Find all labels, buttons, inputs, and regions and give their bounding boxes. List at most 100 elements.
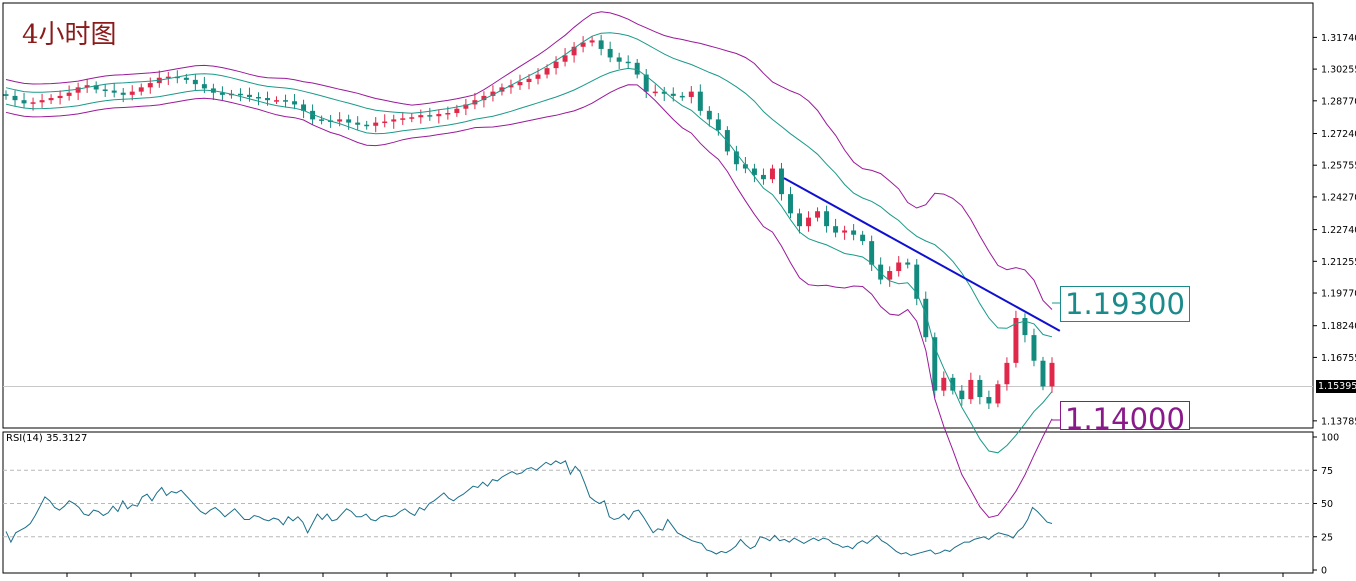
candle-body: [292, 101, 298, 105]
candle-body: [138, 87, 144, 92]
candle-body: [661, 91, 667, 94]
candle-body: [219, 92, 225, 95]
price-tick-label: 1.27240: [1321, 129, 1356, 140]
candle-body: [742, 164, 748, 169]
candle-body: [355, 122, 361, 125]
price-tick-label: 1.13785: [1321, 416, 1356, 427]
candle-body: [869, 241, 875, 265]
candle-body: [84, 85, 90, 88]
candle-body: [553, 61, 559, 69]
candle-body: [670, 93, 676, 96]
candle-body: [977, 379, 983, 398]
rsi-tick-label: 75: [1321, 466, 1333, 477]
candle-body: [48, 98, 54, 101]
candle-body: [391, 119, 397, 122]
candle-body: [941, 377, 947, 391]
price-tick-label: 1.19770: [1321, 289, 1356, 300]
outer-upper-band: [5, 11, 1053, 310]
candle-body: [346, 119, 352, 123]
candle-body: [643, 74, 649, 92]
price-tick-label: 1.16755: [1321, 353, 1356, 364]
candle-body: [697, 91, 703, 111]
candle-body: [1013, 318, 1019, 363]
candle-body: [851, 230, 857, 235]
candle-body: [652, 91, 658, 94]
rsi-tick-label: 50: [1321, 499, 1333, 510]
candle-body: [3, 94, 9, 96]
candle-body: [427, 115, 433, 117]
candle-body: [66, 92, 72, 96]
candle-body: [968, 379, 974, 400]
rsi-tick-label: 0: [1321, 566, 1327, 577]
candle-body: [463, 104, 469, 109]
candle-body: [192, 79, 198, 85]
candle-body: [256, 96, 261, 99]
price-tick-label: 1.28770: [1321, 96, 1356, 107]
candle-body: [923, 298, 929, 338]
outer-lower-band: [5, 84, 1053, 519]
chart-title: 4小时图: [22, 20, 117, 50]
candle-body: [1004, 362, 1010, 385]
candle-body: [129, 91, 135, 95]
candle-body: [400, 118, 406, 120]
price-tick-label: 1.24270: [1321, 192, 1356, 203]
candle-body: [337, 119, 343, 122]
rsi-tick-label: 100: [1321, 433, 1339, 444]
candle-body: [607, 48, 613, 58]
candle-body: [571, 46, 577, 56]
candle-body: [986, 397, 992, 404]
candle-body: [364, 124, 370, 127]
upper-target-callout: 1.19300: [1060, 286, 1190, 322]
price-tick-label: 1.21255: [1321, 257, 1356, 268]
candle-body: [887, 271, 893, 280]
candle-body: [490, 91, 496, 96]
candle-body: [12, 95, 18, 101]
lower-target-callout: 1.14000: [1060, 401, 1190, 430]
price-tick-label: 1.31740: [1321, 33, 1356, 44]
candle-body: [914, 264, 920, 299]
candle-body: [283, 100, 289, 102]
price-tick-label: 1.22740: [1321, 225, 1356, 236]
candle-body: [30, 102, 36, 104]
candle-body: [57, 95, 63, 99]
candle-body: [688, 91, 694, 97]
candle-body: [147, 83, 153, 88]
candle-body: [1040, 360, 1046, 387]
candle-body: [815, 211, 821, 218]
candle-body: [102, 89, 108, 91]
candle-body: [472, 100, 478, 105]
candle-body: [517, 82, 523, 86]
candle-body: [824, 211, 830, 227]
candle-body: [246, 94, 252, 97]
candle-body: [769, 168, 775, 180]
candle-body: [481, 95, 487, 101]
candle-body: [1049, 362, 1055, 387]
inner-upper-band: [5, 32, 1053, 338]
candle-body: [445, 112, 451, 115]
current-price-label: 1.15395: [1316, 380, 1356, 394]
candle-body: [760, 174, 766, 180]
candle-body: [418, 115, 424, 118]
candle-body: [589, 40, 595, 43]
rsi-panel-frame: [2, 431, 1314, 574]
trendline: [783, 177, 1061, 332]
candle-body: [526, 78, 532, 83]
candle-body: [120, 92, 126, 95]
candle-body: [733, 151, 739, 165]
candle-body: [706, 110, 712, 120]
price-tick-label: 1.18240: [1321, 321, 1356, 332]
candle-body: [165, 76, 171, 79]
candle-body: [598, 40, 604, 49]
price-tick-label: 1.30255: [1321, 65, 1356, 76]
candle-body: [21, 100, 27, 104]
candle-body: [183, 77, 189, 80]
candle-body: [679, 95, 685, 98]
candle-body: [779, 168, 784, 195]
candle-body: [959, 390, 965, 400]
candle-body: [797, 213, 802, 227]
candle-body: [842, 230, 848, 233]
candle-body: [544, 68, 550, 75]
candle-body: [896, 262, 902, 272]
